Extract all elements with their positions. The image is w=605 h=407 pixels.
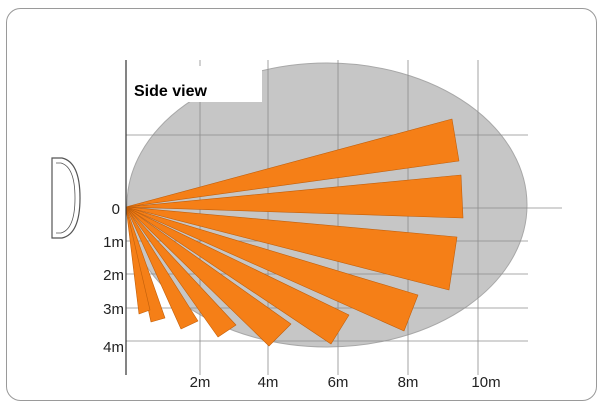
x-axis-tick-labels: 2m 4m 6m 8m 10m [190, 374, 501, 391]
detection-beams [125, 118, 464, 347]
title-label-box [128, 66, 262, 102]
y-tick-label: 1m [103, 234, 124, 251]
x-tick-label: 2m [190, 374, 211, 391]
y-tick-label: 2m [103, 267, 124, 284]
diagram-title: Side view [134, 83, 207, 100]
y-tick-label: 3m [103, 301, 124, 318]
detection-beam [125, 118, 460, 208]
y-tick-label: 0 [112, 201, 120, 218]
detection-beam [125, 174, 464, 219]
x-tick-label: 10m [471, 374, 500, 391]
motion-detector-side-icon [51, 157, 81, 239]
detection-beam [125, 206, 419, 332]
detection-beam [125, 206, 237, 338]
x-tick-label: 4m [258, 374, 279, 391]
detection-beam [125, 206, 292, 347]
y-axis-tick-labels: 0 1m 2m 3m 4m [103, 201, 124, 356]
motion-detector-inner-edge-icon [56, 162, 76, 234]
x-tick-label: 6m [328, 374, 349, 391]
x-tick-label: 8m [398, 374, 419, 391]
y-tick-label: 4m [103, 339, 124, 356]
detection-beam [125, 206, 350, 345]
detection-beam [125, 206, 199, 330]
detection-beam [125, 206, 458, 291]
detection-beam [125, 206, 151, 315]
